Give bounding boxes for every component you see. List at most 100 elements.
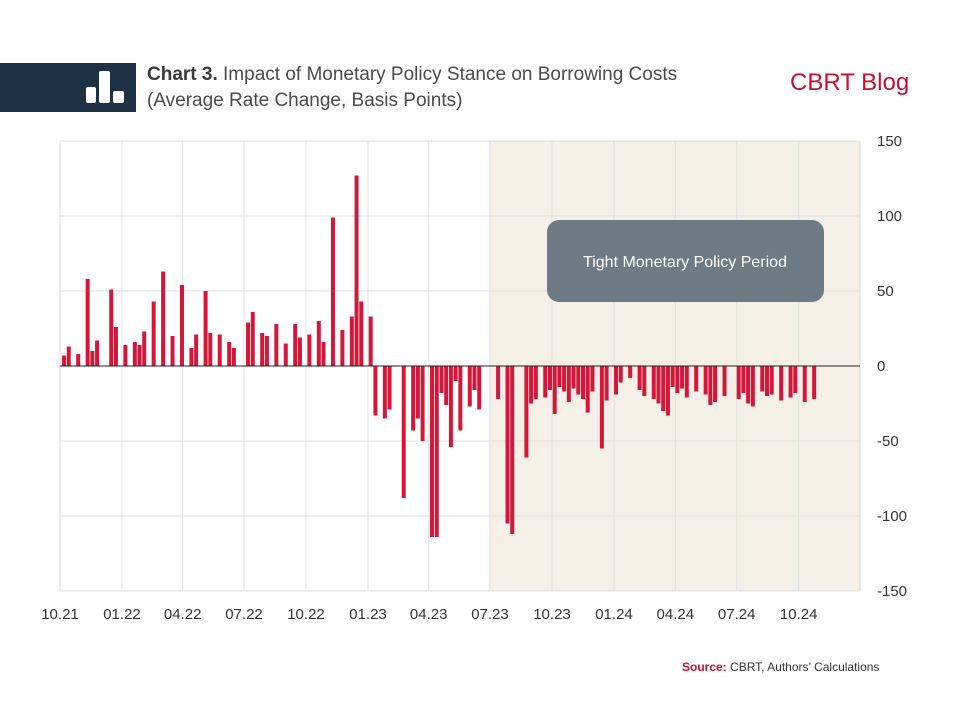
bar	[373, 366, 378, 416]
bar	[132, 342, 137, 366]
y-tick-label: 150	[877, 133, 902, 150]
bar	[680, 366, 685, 389]
bar	[274, 324, 279, 366]
bar	[529, 366, 534, 404]
bar	[599, 366, 604, 449]
bar	[642, 366, 647, 396]
bar	[637, 366, 642, 390]
bar	[547, 366, 552, 390]
bar	[231, 348, 236, 366]
bar	[661, 366, 666, 411]
bar	[453, 366, 458, 381]
bar	[651, 366, 656, 399]
x-tick-label: 10.24	[780, 606, 818, 623]
bar	[571, 366, 576, 389]
bar	[297, 337, 302, 366]
bar	[769, 366, 774, 395]
bar	[614, 366, 619, 395]
bar	[194, 334, 199, 366]
chart-subtitle: (Average Rate Change, Basis Points)	[147, 90, 463, 111]
bar	[189, 348, 194, 366]
y-tick-label: 100	[877, 208, 902, 225]
bar	[566, 366, 571, 402]
header-band	[0, 63, 136, 112]
bar	[444, 366, 449, 405]
brand-label: CBRT Blog	[790, 69, 910, 96]
y-tick-label: -150	[877, 583, 907, 600]
bar	[510, 366, 515, 534]
bar	[340, 330, 345, 366]
bar	[359, 301, 364, 366]
bar	[250, 312, 255, 366]
bar	[411, 366, 416, 431]
x-tick-label: 10.23	[533, 606, 571, 623]
bar	[713, 366, 718, 402]
y-tick-label: -100	[877, 508, 907, 525]
bar	[557, 366, 562, 387]
bar	[179, 285, 184, 366]
y-tick-label: 0	[877, 358, 885, 375]
bar	[246, 322, 251, 366]
bar	[505, 366, 510, 524]
x-tick-label: 01.22	[103, 606, 141, 623]
x-tick-label: 04.24	[657, 606, 695, 623]
bar	[467, 366, 472, 407]
bar	[142, 331, 147, 366]
bar	[137, 345, 142, 366]
annotation-box	[547, 220, 824, 302]
bar	[604, 366, 609, 401]
source-text: CBRT, Authors’ Calculations	[730, 660, 880, 674]
chart-title-text: Impact of Monetary Policy Stance on Borr…	[223, 64, 678, 85]
y-axis-ticks: 150 100 50 0 -50 -100 -150	[877, 133, 907, 600]
x-tick-label: 01.24	[595, 606, 633, 623]
bar	[368, 316, 373, 366]
bar	[703, 366, 708, 395]
bar	[415, 366, 420, 419]
bar	[533, 366, 538, 399]
bar	[722, 366, 727, 396]
bar	[675, 366, 680, 393]
annotation: Tight Monetary Policy Period	[547, 220, 824, 302]
bar	[283, 343, 288, 366]
bar	[585, 366, 590, 413]
x-tick-label: 10.21	[41, 606, 79, 623]
bar	[401, 366, 406, 498]
bar	[458, 366, 463, 431]
bar	[736, 366, 741, 399]
bar	[576, 366, 581, 395]
bar	[95, 340, 100, 366]
bar	[321, 342, 326, 366]
bar	[694, 366, 699, 392]
bar	[151, 301, 156, 366]
annotation-label: Tight Monetary Policy Period	[583, 254, 787, 271]
bar	[109, 289, 114, 366]
x-axis-ticks: 10.21 01.22 04.22 07.22 10.22 01.23 04.23 07.23…	[41, 606, 817, 623]
bar	[746, 366, 751, 404]
bar	[113, 327, 118, 366]
bar	[656, 366, 661, 404]
bar	[670, 366, 675, 387]
bar	[581, 366, 585, 399]
x-tick-label: 01.23	[349, 606, 387, 623]
x-tick-label: 04.23	[410, 606, 448, 623]
y-tick-label: -50	[877, 433, 899, 450]
bar	[260, 333, 265, 366]
bar	[85, 279, 90, 366]
chart-title: Chart 3. Impact of Monetary Policy Stanc…	[147, 62, 787, 114]
bar-series	[62, 175, 817, 537]
bar	[590, 366, 595, 392]
bar	[330, 217, 335, 366]
bar	[741, 366, 746, 393]
bar	[750, 366, 755, 407]
bar	[618, 366, 623, 383]
bar	[448, 366, 453, 447]
bar	[496, 366, 501, 399]
bar	[439, 366, 444, 393]
bar	[764, 366, 769, 396]
y-tick-label: 50	[877, 283, 894, 300]
bar	[708, 366, 713, 405]
bar	[227, 342, 232, 366]
bar-chart-logo-icon	[86, 71, 124, 103]
bar	[354, 175, 359, 366]
